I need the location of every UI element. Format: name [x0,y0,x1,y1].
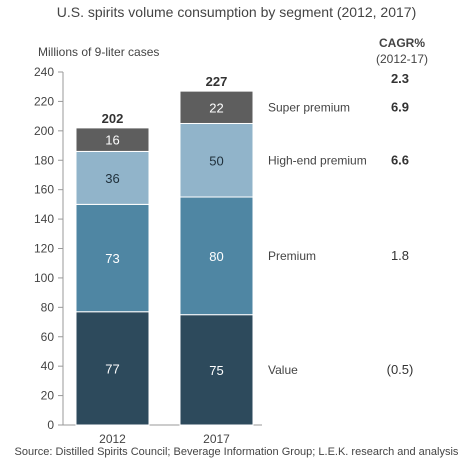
series-label-super-premium: Super premium [268,100,350,114]
y-tick-label: 0 [47,418,54,432]
cagr-value-value: (0.5) [387,362,414,377]
x-tick-label: 2012 [99,432,126,446]
series-label-premium: Premium [268,249,316,263]
bar-segment-high-end-premium-2017 [179,122,254,198]
series-label-high-end-premium: High-end premium [268,153,367,167]
y-tick-label: 60 [41,330,55,344]
y-tick-label: 240 [34,65,54,79]
y-tick-label: 80 [41,300,55,314]
chart-title: U.S. spirits volume consumption by segme… [56,4,417,20]
data-label: 16 [105,133,119,148]
y-tick-label: 180 [34,153,54,167]
bar-segment-value-2012 [75,311,150,426]
y-tick-label: 120 [34,242,54,256]
y-tick-label: 200 [34,124,54,138]
total-label: 202 [102,111,124,126]
y-tick-label: 100 [34,271,54,285]
bar-segment-high-end-premium-2012 [75,150,150,205]
y-tick-label: 140 [34,212,54,226]
y-tick-label: 160 [34,183,54,197]
cagr-value-high-end-premium: 6.6 [391,152,409,167]
cagr-period: (2012-17) [376,52,428,66]
bar-segment-super-premium-2017 [179,90,254,124]
x-tick-label: 2017 [203,432,230,446]
cagr-header: CAGR% [379,36,425,50]
bar-segment-super-premium-2012 [75,127,150,152]
data-label: 36 [105,171,119,186]
data-label: 75 [209,363,223,378]
y-tick-label: 220 [34,94,54,108]
series-label-value: Value [268,363,298,377]
data-label: 77 [105,361,119,376]
y-tick-label: 40 [41,359,55,373]
data-label: 80 [209,249,223,264]
y-tick-label: 20 [41,389,55,403]
data-label: 73 [105,251,119,266]
bar-segment-premium-2012 [75,203,150,313]
total-label: 227 [206,74,228,89]
cagr-value-super-premium: 6.9 [391,99,409,114]
y-axis-label: Millions of 9-liter cases [38,45,159,59]
data-label: 50 [209,153,223,168]
bar-segment-premium-2017 [179,196,254,316]
source-note: Source: Distilled Spirits Council; Bever… [14,446,459,458]
data-label: 22 [209,100,223,115]
cagr-total: 2.3 [391,71,409,86]
cagr-value-premium: 1.8 [391,248,409,263]
